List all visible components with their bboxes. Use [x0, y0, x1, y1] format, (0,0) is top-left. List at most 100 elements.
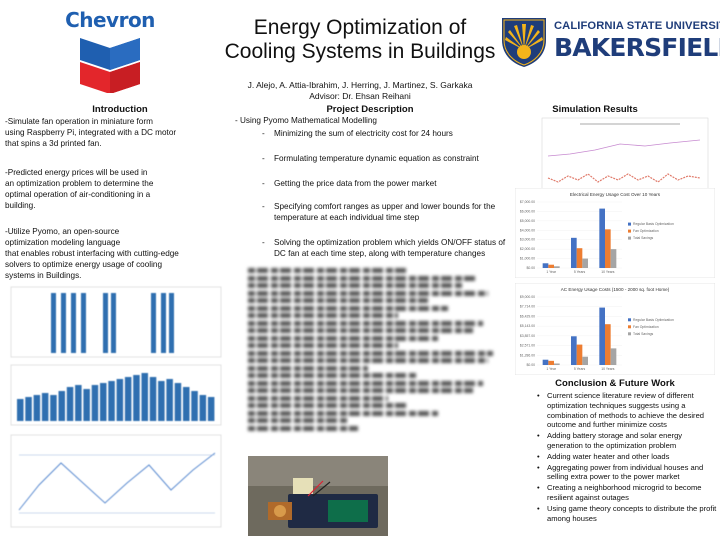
- code-line: [248, 328, 473, 333]
- price-bar: [158, 381, 165, 421]
- y-tick-label: $6,429.00: [520, 314, 535, 318]
- price-bar: [83, 389, 90, 421]
- bar-fan-optimization: [605, 324, 611, 365]
- code-line: [248, 305, 448, 311]
- conclusion-item: Creating a neighborhood microgrid to bec…: [535, 483, 720, 503]
- y-tick-label: $2,571.00: [520, 344, 535, 348]
- chevron-emblem-icon: [80, 38, 140, 94]
- legend-label: Total Savings: [633, 236, 653, 240]
- price-bar: [133, 375, 140, 421]
- code-line: [248, 358, 488, 363]
- price-bar: [141, 373, 148, 421]
- bar-total-savings: [610, 249, 617, 268]
- code-line: [248, 373, 418, 378]
- conclusion-list: Current science literature review of dif…: [535, 391, 720, 524]
- conclusion-item: Adding battery storage and solar energy …: [535, 431, 720, 451]
- project-sub-item-text: Minimizing the sum of electricity cost f…: [274, 129, 453, 138]
- y-tick-label: $3,000.00: [520, 238, 535, 242]
- price-bar: [174, 383, 182, 421]
- bar-regular-basis-optimization: [599, 307, 605, 365]
- project-sub-item-text: Solving the optimization problem which y…: [274, 238, 506, 258]
- price-bar: [207, 397, 215, 421]
- intro-paragraph: -Utilize Pyomo, an open-source optimizat…: [5, 227, 179, 280]
- x-tick-label: 1 Year: [546, 270, 556, 274]
- chevron-logo: Chevron: [60, 8, 160, 94]
- code-line: [248, 365, 368, 371]
- x-tick-label: 5 Years: [574, 270, 586, 274]
- price-bar: [41, 393, 49, 421]
- price-bar: [116, 379, 124, 421]
- project-description-heading: Project Description: [326, 104, 414, 115]
- price-bar: [166, 379, 173, 421]
- price-bar: [50, 395, 57, 421]
- energy-cost-10yr-chart: Electrical Energy Usage Cost Over 10 Yea…: [515, 188, 715, 278]
- code-line: [248, 313, 398, 318]
- x-tick-label: 5 Years: [574, 367, 586, 371]
- fan-status-plots: [10, 286, 222, 528]
- bar-total-savings: [582, 258, 588, 268]
- ac-energy-cost-chart: AC Energy Usage Costs (1500 - 2000 sq. f…: [515, 283, 715, 375]
- bar-total-savings: [554, 266, 560, 268]
- bar-regular-basis-optimization: [542, 359, 549, 365]
- project-sub-item-text: Formulating temperature dynamic equation…: [274, 154, 479, 163]
- project-sub-item: - Specifying comfort ranges as upper and …: [262, 201, 517, 223]
- bar-fan-optimization: [548, 264, 554, 268]
- legend-label: Regular Basis Optimization: [633, 318, 674, 322]
- price-bar: [199, 395, 207, 421]
- intro-paragraph: -Simulate fan operation in miniature for…: [5, 117, 177, 148]
- code-line: [248, 298, 428, 303]
- legend-label: Regular Basis Optimization: [633, 222, 674, 226]
- code-line: [248, 350, 493, 356]
- y-tick-label: $0.00: [527, 363, 536, 367]
- y-tick-label: $7,000.00: [520, 200, 535, 204]
- conclusion-item: Current science literature review of dif…: [535, 391, 720, 430]
- bar-total-savings: [610, 348, 617, 365]
- price-bar: [108, 381, 115, 421]
- price-bar: [33, 395, 41, 421]
- sunburst-shield-icon: [502, 18, 546, 67]
- code-line: [248, 290, 488, 296]
- bar-fan-optimization: [576, 248, 583, 268]
- y-tick-label: $9,000.00: [520, 295, 535, 299]
- code-line: [248, 343, 398, 348]
- introduction-heading: Introduction: [92, 104, 148, 115]
- bar-regular-basis-optimization: [542, 263, 549, 268]
- y-tick-label: $6,000.00: [520, 209, 535, 213]
- x-tick-label: 10 Years: [601, 367, 615, 371]
- code-line: [248, 410, 438, 416]
- legend-swatch: [628, 325, 631, 329]
- y-tick-label: $5,000.00: [520, 219, 535, 223]
- code-line: [248, 268, 408, 273]
- code-line: [248, 275, 478, 281]
- price-bar: [91, 385, 99, 421]
- chevron-logo-text: Chevron: [65, 8, 155, 32]
- x-tick-label: 10 Years: [601, 270, 615, 274]
- csub-logo-subtitle: CALIFORNIA STATE UNIVERSITY: [554, 20, 720, 32]
- conclusion-item: Aggregating power from individual houses…: [535, 463, 720, 483]
- project-sub-item-text: Getting the price data from the power ma…: [274, 179, 437, 188]
- code-line: [248, 403, 408, 408]
- simulation-results-heading: Simulation Results: [552, 104, 638, 115]
- project-sub-item: - Minimizing the sum of electricity cost …: [262, 128, 517, 139]
- legend-swatch: [628, 236, 631, 240]
- advisor: Advisor: Dr. Ehsan Reihani: [309, 91, 411, 101]
- bar-total-savings: [582, 356, 588, 365]
- bar-regular-basis-optimization: [571, 336, 577, 365]
- csub-logo: CALIFORNIA STATE UNIVERSITY BAKERSFIELD: [500, 12, 720, 78]
- title-line-1: Energy Optimization of: [253, 16, 467, 39]
- bar-fan-optimization: [548, 360, 554, 365]
- y-tick-label: $4,000.00: [520, 228, 535, 232]
- chart-title: Electrical Energy Usage Cost Over 10 Yea…: [570, 192, 661, 197]
- legend-swatch: [628, 318, 631, 322]
- legend-label: Fan Optimization: [633, 229, 659, 233]
- price-bar: [17, 399, 24, 421]
- price-bar: [66, 387, 74, 421]
- price-bar: [149, 377, 157, 421]
- code-line: [248, 335, 438, 341]
- project-sub-item: - Solving the optimization problem which …: [262, 237, 517, 259]
- bar-fan-optimization: [605, 229, 611, 268]
- y-tick-label: $3,857.00: [520, 334, 535, 338]
- y-tick-label: $5,143.00: [520, 324, 535, 328]
- conclusion-item: Adding water heater and other loads: [535, 452, 720, 462]
- y-tick-label: $7,714.00: [520, 305, 535, 309]
